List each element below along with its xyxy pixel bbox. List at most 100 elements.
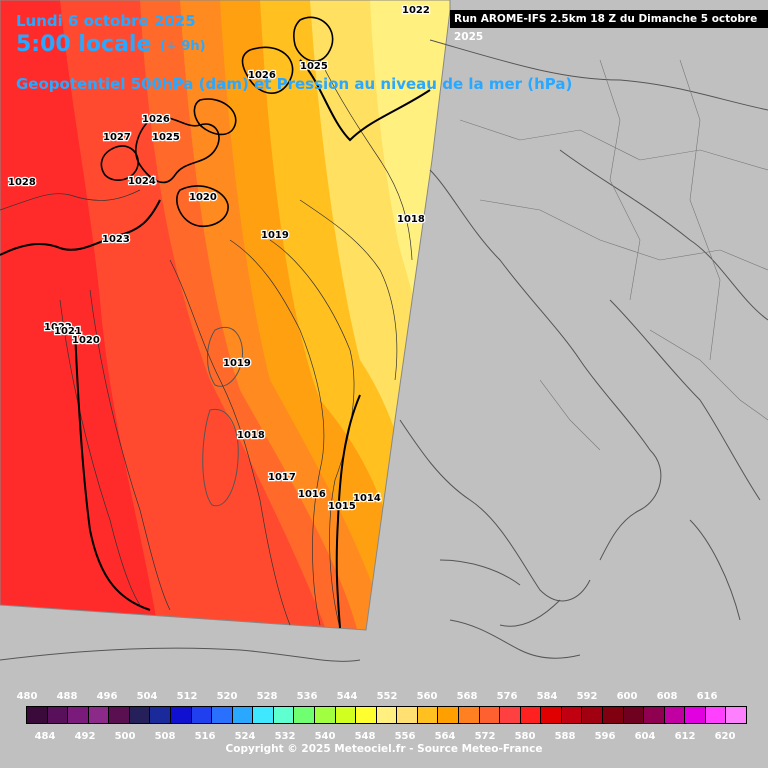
isobar-label: 1022 [44,322,72,333]
legend-tick-top: 552 [376,691,398,702]
legend-tick-top: 512 [176,691,198,702]
legend-tick-bottom: 580 [514,731,536,742]
legend-tick-top: 480 [16,691,38,702]
legend-swatch [87,706,110,724]
isobar-label: 1025 [300,61,328,72]
legend-swatch [26,706,48,724]
legend-tick-top: 488 [56,691,78,702]
legend-swatch [272,706,295,724]
legend-tick-bottom: 484 [34,731,56,742]
legend-swatch [355,706,377,724]
legend-tick-top: 520 [216,691,238,702]
legend-swatch [622,706,645,724]
legend-tick-top: 592 [576,691,598,702]
legend-swatch [293,706,315,724]
legend-tick-top: 528 [256,691,278,702]
legend-tick-bottom: 508 [154,731,176,742]
legend-tick-bottom: 588 [554,731,576,742]
legend-swatch [478,706,501,724]
legend-swatch [314,706,336,724]
isobar-bold-lines [0,59,431,629]
legend-swatch [684,706,706,724]
legend-swatch [334,706,357,724]
legend-tick-top: 608 [656,691,678,702]
legend-tick-bottom: 500 [114,731,136,742]
forecast-date: Lundi 6 octobre 2025 [16,12,196,30]
legend-swatch [396,706,418,724]
legend-swatch [211,706,233,724]
isobar-label: 1016 [298,489,326,500]
legend-swatch [108,706,130,724]
legend-tick-bottom: 612 [674,731,696,742]
isobar-labels: 1022 1026 1025 1026 1027 1025 1028 1024 … [7,4,431,514]
isobar-label: 1015 [328,501,356,512]
forecast-lead-time: (+ 9h) [160,39,206,54]
legend-tick-bottom: 492 [74,731,96,742]
legend-swatch [252,706,274,724]
legend-tick-bottom: 548 [354,731,376,742]
isobar-label: 1019 [223,358,251,369]
legend-swatch [602,706,624,724]
isobar-label: 1027 [103,132,131,143]
legend-tick-top: 560 [416,691,438,702]
legend-tick-top: 616 [696,691,718,702]
legend-tick-top: 504 [136,691,158,702]
legend-swatch [663,706,686,724]
legend-swatch [458,706,480,724]
legend-tick-top: 568 [456,691,478,702]
isobar-label: 1018 [397,214,425,225]
legend-tick-bottom: 532 [274,731,296,742]
coastlines [0,39,768,662]
legend-swatch [375,706,398,724]
legend-swatch [560,706,583,724]
isobar-label: 1019 [261,230,289,241]
isobar-label: 1014 [353,493,381,504]
legend-tick-bottom: 620 [714,731,736,742]
legend-tick-top: 496 [96,691,118,702]
legend-tick-bottom: 604 [634,731,656,742]
model-run-banner: Run AROME-IFS 2.5km 18 Z du Dimanche 5 o… [450,10,768,43]
forecast-time: 5:00 locale [16,32,152,57]
model-domain-border [0,0,451,631]
isobar-label: 1017 [268,472,296,483]
legend-swatch [231,706,254,724]
isobar-label: 1026 [248,70,276,81]
legend-tick-bottom: 516 [194,731,216,742]
legend-tick-top: 576 [496,691,518,702]
alpine-contours [100,16,334,227]
isobar-label: 1023 [102,234,130,245]
legend-swatch [437,706,459,724]
legend-swatch [499,706,521,724]
legend-swatch [704,706,727,724]
map-layer-title: Geopotentiel 500hPa (dam) et Pression au… [16,75,573,93]
legend-swatch [149,706,171,724]
isobar-label: 1021 [54,326,82,337]
legend-tick-top: 584 [536,691,558,702]
legend-swatch [170,706,192,724]
legend-swatch [725,706,747,724]
legend-swatch [519,706,542,724]
legend-tick-bottom: 540 [314,731,336,742]
isobar-label: 1024 [128,176,156,187]
isobar-label: 1028 [8,177,36,188]
isobar-label: 1018 [237,430,265,441]
legend-swatch [540,706,562,724]
legend-tick-bottom: 572 [474,731,496,742]
admin-borders [459,59,768,451]
legend-swatch [128,706,151,724]
legend-swatch [643,706,665,724]
legend-swatch [416,706,439,724]
legend-swatch [190,706,213,724]
legend-swatch [67,706,89,724]
legend-tick-bottom: 524 [234,731,256,742]
isobar-label: 1020 [189,192,217,203]
legend-tick-top: 536 [296,691,318,702]
legend-tick-bottom: 556 [394,731,416,742]
copyright-footer: Copyright © 2025 Meteociel.fr - Source M… [225,743,543,755]
legend-swatch [46,706,69,724]
legend-tick-top: 600 [616,691,638,702]
isobar-label: 1026 [142,114,170,125]
legend-tick-top: 544 [336,691,358,702]
legend-tick-bottom: 596 [594,731,616,742]
